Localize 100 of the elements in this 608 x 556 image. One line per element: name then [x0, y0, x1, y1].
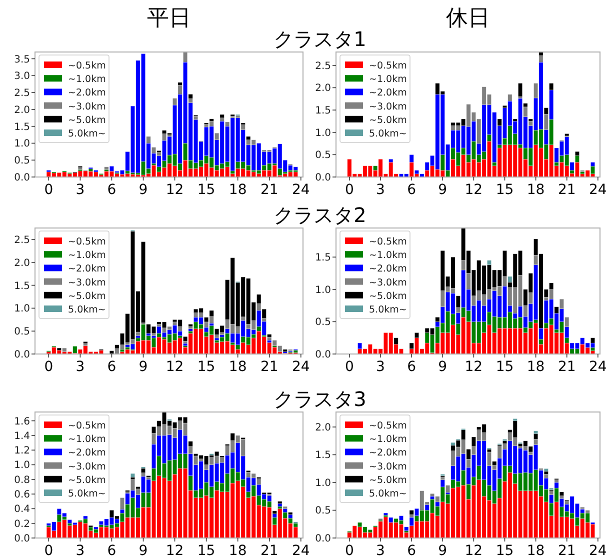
x-tick-label: 15	[496, 182, 514, 198]
x-tick-label: 6	[407, 182, 416, 198]
legend-label: ~1.0km	[369, 74, 407, 86]
x-tick-label: 9	[438, 182, 448, 198]
y-tick-label: 1.4	[14, 430, 30, 442]
legend-label: 5.0km~	[369, 304, 407, 316]
legend-label: ~5.0km	[369, 290, 407, 302]
legend-label: ~3.0km	[68, 277, 106, 288]
legend-label: ~0.5km	[369, 60, 407, 72]
y-tick-label: 0.0	[315, 172, 331, 184]
chart-title: クラスタ2	[274, 203, 366, 227]
legend-label: ~0.5km	[369, 236, 407, 248]
y-tick-label: 0.5	[14, 326, 30, 338]
legend-label: ~2.0km	[68, 88, 106, 99]
x-tick-label: 24	[292, 359, 310, 375]
legend-label: ~0.5km	[68, 236, 106, 248]
x-tick-label: 15	[197, 359, 216, 375]
y-tick-label: 3.0	[14, 71, 30, 82]
y-tick-label: 0.0	[14, 350, 30, 360]
x-tick-label: 12	[464, 543, 483, 556]
y-tick-label: 0.5	[315, 317, 331, 328]
y-tick-label: 0.5	[14, 156, 30, 167]
x-tick-label: 0	[345, 543, 354, 556]
x-tick-label: 9	[138, 359, 148, 375]
chart-title: クラスタ3	[274, 387, 366, 411]
legend-label: ~3.0km	[68, 461, 106, 472]
y-tick-label: 0.5	[315, 506, 331, 517]
text: 休日	[446, 6, 490, 31]
x-tick-label: 0	[44, 182, 54, 198]
legend-label: ~1.0km	[68, 74, 106, 86]
x-tick-label: 15	[496, 359, 514, 375]
x-tick-label: 6	[107, 543, 116, 556]
legend-label: ~1.0km	[68, 434, 106, 446]
x-tick-label: 18	[228, 182, 247, 198]
x-tick-label: 18	[526, 543, 545, 556]
y-tick-label: 1.0	[14, 304, 30, 315]
legend-label: ~0.5km	[369, 420, 407, 432]
y-tick-label: 2.0	[14, 258, 30, 269]
legend-label: ~2.0km	[369, 88, 407, 99]
y-tick-label: 1.5	[315, 450, 331, 462]
y-tick-label: 1.5	[14, 280, 30, 292]
y-tick-label: 2.0	[315, 422, 331, 434]
legend-label: ~5.0km	[369, 114, 407, 126]
legend-label: 5.0km~	[68, 488, 106, 500]
x-tick-label: 24	[589, 182, 607, 198]
y-tick-label: 2.5	[14, 234, 30, 246]
x-tick-label: 21	[558, 359, 576, 375]
x-tick-label: 15	[496, 543, 514, 556]
x-tick-label: 9	[138, 543, 148, 556]
x-tick-label: 0	[345, 359, 354, 375]
y-tick-label: 3.5	[14, 54, 30, 66]
legend-label: ~3.0km	[369, 277, 407, 288]
x-tick-label: 0	[44, 359, 54, 375]
x-tick-label: 6	[407, 359, 416, 375]
x-tick-label: 6	[107, 359, 116, 375]
x-tick-label: 24	[589, 359, 607, 375]
x-tick-label: 12	[166, 543, 184, 556]
x-tick-label: 3	[76, 359, 85, 375]
y-tick-label: 0.6	[14, 490, 30, 501]
y-tick-label: 0.0	[14, 534, 30, 544]
x-tick-label: 3	[376, 543, 385, 556]
y-tick-label: 0.2	[14, 518, 30, 530]
y-tick-label: 2.0	[14, 104, 30, 116]
y-tick-label: 1.6	[14, 416, 30, 428]
legend-label: ~2.0km	[68, 264, 106, 275]
legend-label: ~1.0km	[68, 250, 106, 262]
y-tick-label: 2.5	[315, 60, 331, 72]
y-tick-label: 1.0	[14, 138, 30, 150]
legend-label: ~1.0km	[369, 434, 407, 446]
x-tick-label: 15	[197, 182, 216, 198]
x-tick-label: 21	[260, 359, 278, 375]
x-tick-label: 3	[376, 182, 385, 198]
y-tick-label: 1.5	[315, 106, 331, 117]
y-tick-label: 1.0	[315, 478, 331, 489]
y-tick-label: 2.0	[315, 83, 331, 94]
x-tick-label: 21	[260, 543, 278, 556]
x-tick-label: 3	[376, 359, 385, 375]
legend-label: ~5.0km	[68, 114, 106, 126]
x-tick-label: 12	[464, 182, 483, 198]
legend-label: ~3.0km	[68, 101, 106, 112]
y-tick-label: 1.0	[315, 284, 331, 296]
x-tick-label: 24	[292, 543, 310, 556]
legend-label: 5.0km~	[369, 128, 407, 140]
x-tick-label: 18	[526, 359, 545, 375]
y-tick-label: 0.5	[315, 150, 331, 162]
legend-label: ~3.0km	[369, 461, 407, 472]
legend-label: 5.0km~	[68, 304, 106, 316]
y-tick-label: 2.5	[14, 88, 30, 100]
y-tick-label: 1.5	[14, 122, 30, 133]
x-tick-label: 21	[558, 543, 576, 556]
y-tick-label: 0.0	[315, 534, 331, 544]
y-tick-label: 0.0	[14, 172, 30, 184]
x-tick-label: 21	[558, 182, 576, 198]
x-tick-label: 15	[197, 543, 216, 556]
x-tick-label: 12	[166, 359, 184, 375]
x-tick-label: 18	[228, 359, 247, 375]
x-tick-label: 6	[107, 182, 116, 198]
legend-label: 5.0km~	[369, 488, 407, 500]
legend-label: ~1.0km	[369, 250, 407, 262]
x-tick-label: 9	[138, 182, 148, 198]
